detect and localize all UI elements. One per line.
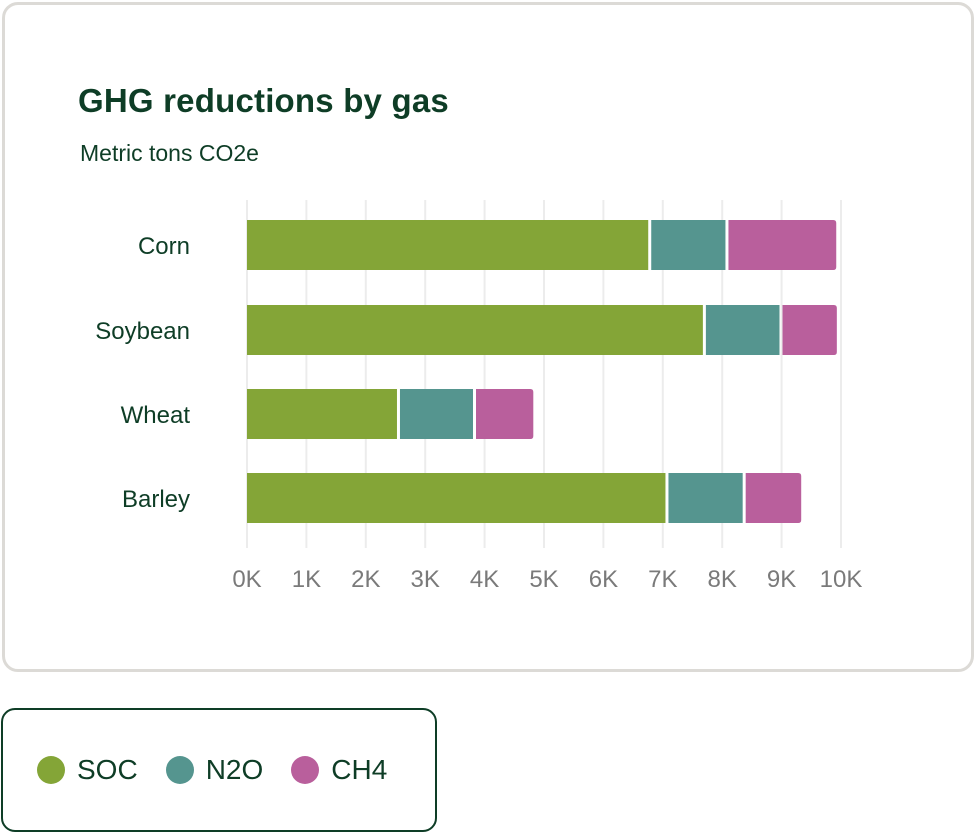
stacked-bar-chart: Corn Soybean Wheat Barley 0K 1K 2K 3K 4K 5K 6K 7K 8… xyxy=(95,200,862,593)
legend-label-n2o: N2O xyxy=(205,754,264,785)
x-tick-label-7K: 7K xyxy=(648,566,677,593)
bar-wheat-ch4 xyxy=(476,389,534,439)
bar-wheat-n2o xyxy=(399,389,474,439)
legend-item-ch4: CH4 xyxy=(291,754,387,786)
legend-swatch-ch4 xyxy=(291,756,320,784)
x-axis-tick-labels: 0K 1K 2K 3K 4K 5K 6K 7K 8K 9K 10K xyxy=(232,566,862,593)
legend: SOC N2O CH4 xyxy=(1,708,437,832)
category-label-corn: Corn xyxy=(138,233,190,260)
bar-soybean-n2o xyxy=(705,305,780,355)
bar-barley-soc xyxy=(247,473,666,523)
x-tick-label-9K: 9K xyxy=(767,566,796,593)
legend-item-n2o: N2O xyxy=(165,754,264,786)
bar-soybean-ch4 xyxy=(782,305,837,355)
legend-swatch-soc xyxy=(37,756,65,784)
legend-item-soc: SOC xyxy=(37,754,138,786)
x-tick-label-6K: 6K xyxy=(589,566,618,593)
x-tick-label-5K: 5K xyxy=(529,566,558,593)
legend-label-ch4: CH4 xyxy=(331,754,388,785)
category-label-wheat: Wheat xyxy=(121,402,191,429)
bar-barley-n2o xyxy=(668,473,743,523)
legend-label-soc: SOC xyxy=(77,754,138,785)
x-tick-label-4K: 4K xyxy=(470,566,499,593)
bar-corn-ch4 xyxy=(728,220,837,270)
bars xyxy=(247,220,837,523)
legend-swatch-n2o xyxy=(165,756,194,784)
x-tick-label-2K: 2K xyxy=(351,566,380,593)
x-tick-label-8K: 8K xyxy=(708,566,737,593)
x-tick-label-3K: 3K xyxy=(411,566,440,593)
bar-corn-n2o xyxy=(651,220,726,270)
category-label-barley: Barley xyxy=(122,486,190,513)
chart-subtitle: Metric tons CO2e xyxy=(80,140,259,166)
bar-barley-ch4 xyxy=(745,473,802,523)
bar-corn-soc xyxy=(247,220,649,270)
bar-soybean-soc xyxy=(247,305,703,355)
x-tick-label-1K: 1K xyxy=(292,566,321,593)
category-labels: Corn Soybean Wheat Barley xyxy=(95,233,190,513)
chart-title: GHG reductions by gas xyxy=(78,82,449,119)
x-tick-label-0K: 0K xyxy=(232,566,261,593)
category-label-soybean: Soybean xyxy=(95,318,190,345)
bar-wheat-soc xyxy=(247,389,397,439)
x-tick-label-10K: 10K xyxy=(820,566,863,593)
